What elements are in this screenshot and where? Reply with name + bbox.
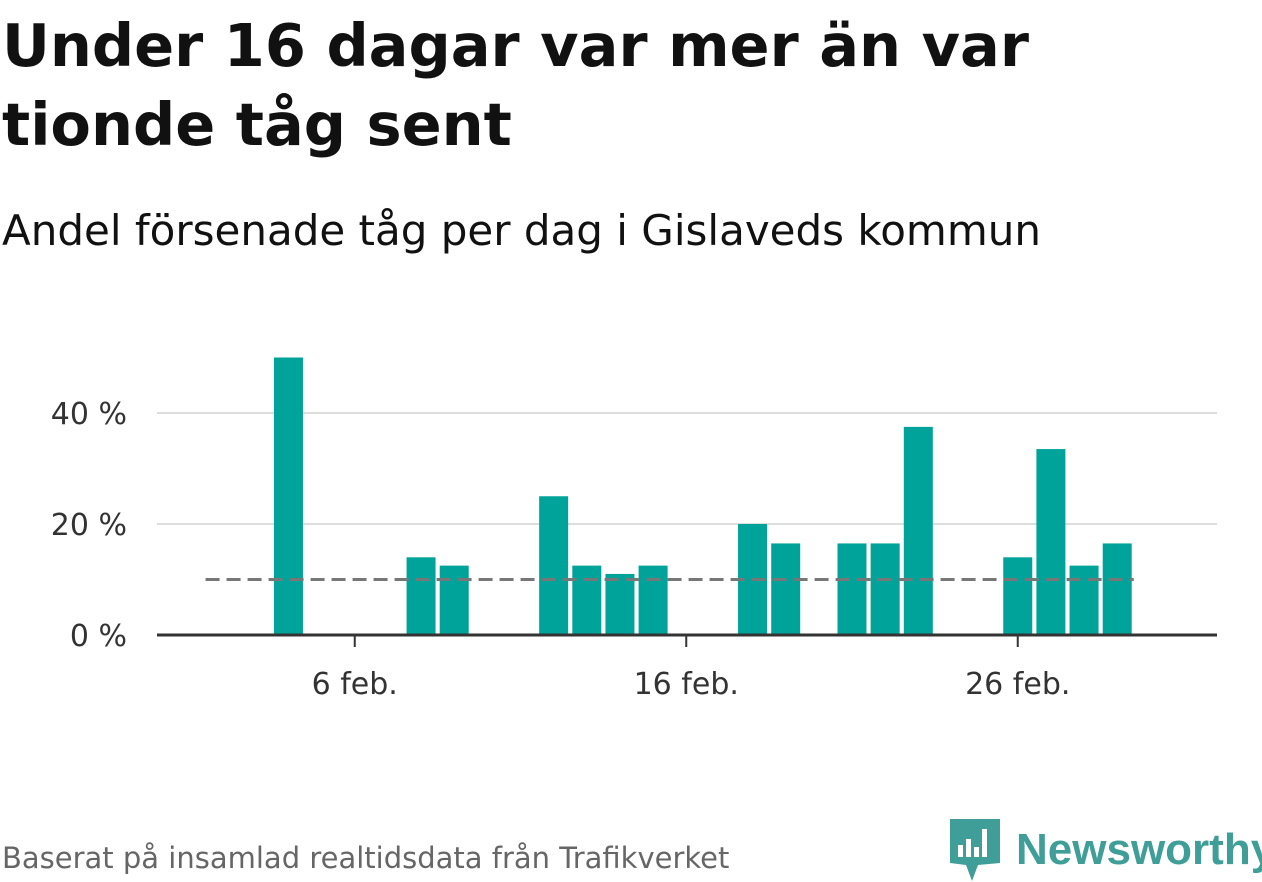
bar — [1003, 557, 1033, 635]
x-tick-label: 6 feb. — [312, 667, 398, 702]
bar — [870, 543, 900, 635]
bar — [406, 557, 436, 635]
bar — [1069, 565, 1099, 635]
chart-subtitle: Andel försenade tåg per dag i Gislaveds … — [2, 206, 1041, 255]
brand-logo: Newsworthy — [950, 818, 1262, 882]
chart-title: Under 16 dagar var mer än var tionde tåg… — [2, 11, 1029, 159]
y-tick-label: 0 % — [70, 619, 127, 654]
bar — [903, 426, 933, 635]
bar — [1036, 449, 1066, 635]
bar — [605, 573, 635, 635]
newsworthy-logo-icon — [950, 819, 1000, 881]
bar — [638, 565, 668, 635]
x-axis — [157, 633, 1217, 647]
x-tick-label: 26 feb. — [965, 667, 1070, 702]
bar-chart: 0 % 20 % 40 % 6 feb. 16 feb. 26 feb. — [51, 357, 1217, 702]
bar — [273, 357, 303, 635]
bars — [273, 357, 1132, 635]
bar — [572, 565, 602, 635]
bar — [1102, 543, 1132, 635]
y-tick-label: 20 % — [51, 508, 127, 543]
x-axis-tick-labels: 6 feb. 16 feb. 26 feb. — [312, 667, 1071, 702]
bar — [539, 496, 569, 635]
bar — [439, 565, 469, 635]
source-note: Baserat på insamlad realtidsdata från Tr… — [2, 841, 730, 875]
y-tick-label: 40 % — [51, 397, 127, 432]
bar — [837, 543, 867, 635]
bar — [771, 543, 801, 635]
y-axis-tick-labels: 0 % 20 % 40 % — [51, 397, 127, 654]
brand-name: Newsworthy — [1016, 825, 1262, 874]
x-tick-label: 16 feb. — [634, 667, 739, 702]
